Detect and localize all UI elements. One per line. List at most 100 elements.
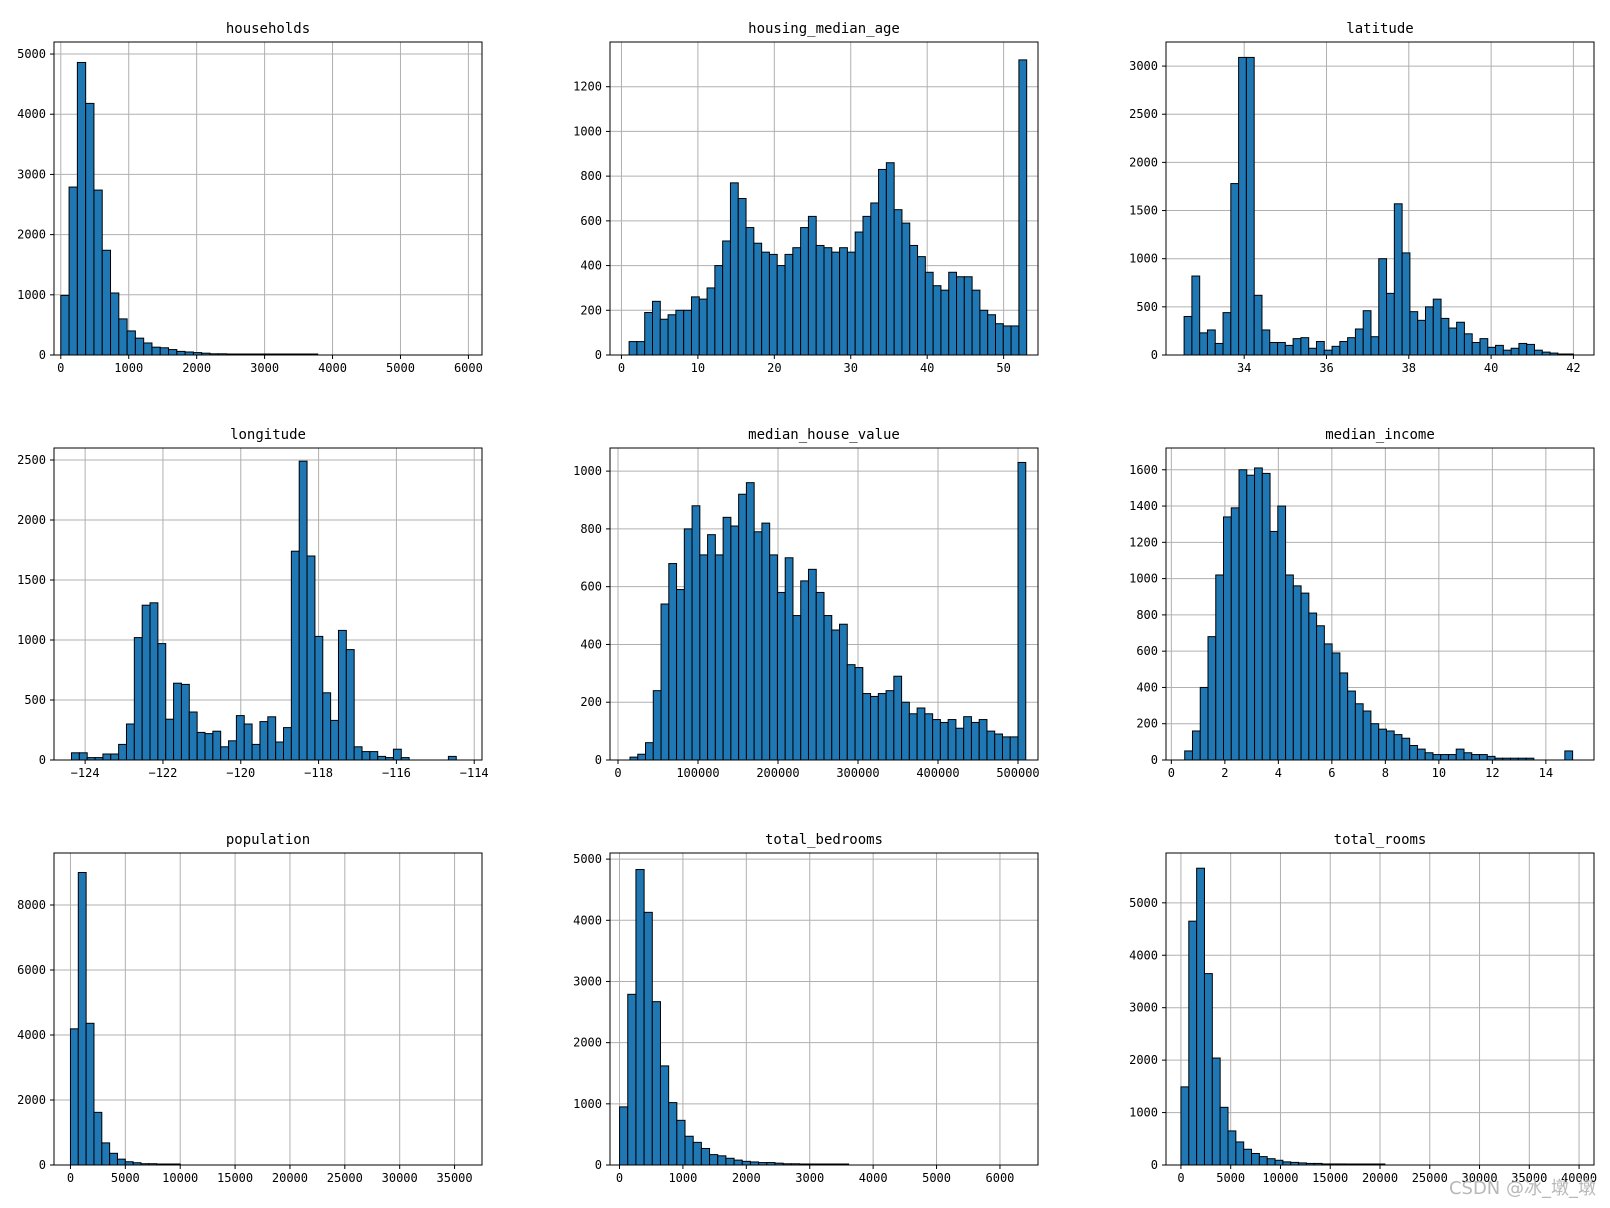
histogram-bar — [741, 1160, 751, 1166]
plot-frame — [609, 852, 1039, 1166]
histogram-bar — [337, 629, 347, 761]
x-tick-label: 25000 — [327, 1171, 363, 1185]
y-tick-label: 600 — [580, 580, 602, 594]
histogram-bar — [85, 1022, 95, 1166]
histogram-bar — [643, 911, 653, 1166]
histogram-bar — [1277, 341, 1286, 356]
y-tick-label: 400 — [580, 259, 602, 273]
histogram-bar — [1347, 337, 1356, 356]
x-tick-label: 2000 — [182, 361, 211, 375]
histogram-bar — [1526, 343, 1535, 356]
x-tick-label: −118 — [304, 766, 333, 780]
histogram-bar — [862, 693, 872, 761]
histogram-bar — [1253, 294, 1263, 356]
histogram-bar — [322, 692, 332, 761]
histogram-bar — [1243, 1148, 1253, 1166]
histogram-bar — [877, 693, 887, 761]
x-tick-label: 36 — [1319, 361, 1333, 375]
histogram-bar — [637, 753, 647, 761]
histogram-bar — [369, 751, 379, 761]
histogram-bar — [1235, 1141, 1245, 1166]
histogram-bar — [1471, 754, 1481, 761]
histogram-bar — [800, 227, 809, 356]
subplot-title: median_house_value — [748, 427, 900, 443]
y-tick-label: 0 — [1151, 1158, 1158, 1172]
y-tick-label: 0 — [39, 753, 46, 767]
histogram-bar — [1292, 585, 1302, 761]
histogram-bar — [939, 721, 949, 761]
histogram-bar — [970, 721, 980, 761]
histogram-bar — [275, 741, 285, 761]
x-tick-label: 15000 — [1312, 1171, 1348, 1185]
histogram-bar — [1331, 345, 1341, 356]
histogram-bar — [870, 202, 880, 356]
histogram-bar — [1316, 625, 1325, 761]
histogram-bar — [1238, 56, 1247, 356]
histogram-bar — [168, 349, 178, 356]
histogram-bar — [709, 1154, 719, 1166]
histogram-bar — [1285, 574, 1294, 761]
histogram-bar — [134, 337, 145, 356]
histogram-bar — [745, 482, 755, 761]
histogram-bar — [660, 603, 670, 761]
histogram-bar — [700, 1147, 711, 1166]
x-tick-label: 6 — [1328, 766, 1335, 780]
histogram-bar — [722, 516, 732, 761]
histogram-bar — [1183, 315, 1193, 356]
histogram-bar — [1245, 56, 1255, 356]
x-tick-label: 12 — [1485, 766, 1499, 780]
histogram-bar — [714, 265, 724, 356]
histogram-bar — [737, 198, 747, 356]
histogram-bar — [1440, 754, 1449, 761]
histogram-bar — [955, 727, 965, 761]
y-tick-label: 2500 — [17, 453, 46, 467]
y-tick-label: 500 — [24, 693, 46, 707]
histogram-bar — [1214, 342, 1224, 356]
histogram-bar — [1010, 325, 1020, 356]
x-tick-label: −120 — [226, 766, 255, 780]
histogram-bar — [1223, 516, 1232, 761]
y-tick-label: 1000 — [1129, 252, 1158, 266]
histogram-bar — [1180, 1086, 1190, 1166]
histogram-bar — [652, 690, 662, 761]
y-tick-label: 3000 — [1129, 59, 1158, 73]
histogram-bar — [947, 719, 957, 761]
x-tick-label: 4 — [1275, 766, 1282, 780]
histogram-bar — [675, 309, 685, 356]
x-tick-label: 42 — [1566, 361, 1580, 375]
x-tick-label: 0 — [1177, 1171, 1184, 1185]
histogram-bar — [691, 505, 701, 761]
histogram-bar — [924, 713, 934, 761]
histogram-bar — [1339, 672, 1349, 761]
histogram-bar — [1191, 730, 1201, 761]
histogram-bar — [738, 493, 747, 761]
histogram-bar — [1347, 690, 1356, 761]
histogram-bar — [1230, 183, 1240, 356]
x-tick-label: 3000 — [250, 361, 279, 375]
histogram-bar — [173, 682, 182, 761]
histogram-bar — [659, 1065, 670, 1166]
x-tick-label: 300000 — [836, 766, 879, 780]
histogram-bar — [733, 1159, 743, 1166]
x-tick-label: −116 — [382, 766, 411, 780]
histogram-bar — [917, 256, 926, 356]
y-tick-label: 0 — [595, 348, 602, 362]
histogram-bar — [1510, 347, 1520, 356]
y-tick-label: 1000 — [17, 633, 46, 647]
histogram-bar — [714, 554, 724, 761]
histogram-bar — [259, 721, 269, 761]
histogram-bar — [212, 730, 222, 761]
plot-frame — [53, 41, 483, 356]
histogram-bar — [133, 637, 143, 761]
histogram-bar — [1401, 737, 1411, 761]
y-tick-label: 800 — [1136, 608, 1158, 622]
histogram-bar — [1354, 703, 1364, 761]
histogram-bar — [126, 330, 136, 356]
histogram-bar — [636, 341, 646, 356]
subplot-latitude: 34 36 38 40 42 0 500 1000 1500 2000 2500 3000 latitu… — [1129, 21, 1595, 375]
histogram-bar — [188, 711, 198, 761]
x-tick-label: 5000 — [922, 1171, 951, 1185]
subplot-title: total_bedrooms — [765, 832, 883, 848]
histogram-bar — [1409, 311, 1419, 356]
subplot-median_house_value: 0 100000 200000 300000 400000 500000 0 200 400 60… — [573, 427, 1040, 780]
